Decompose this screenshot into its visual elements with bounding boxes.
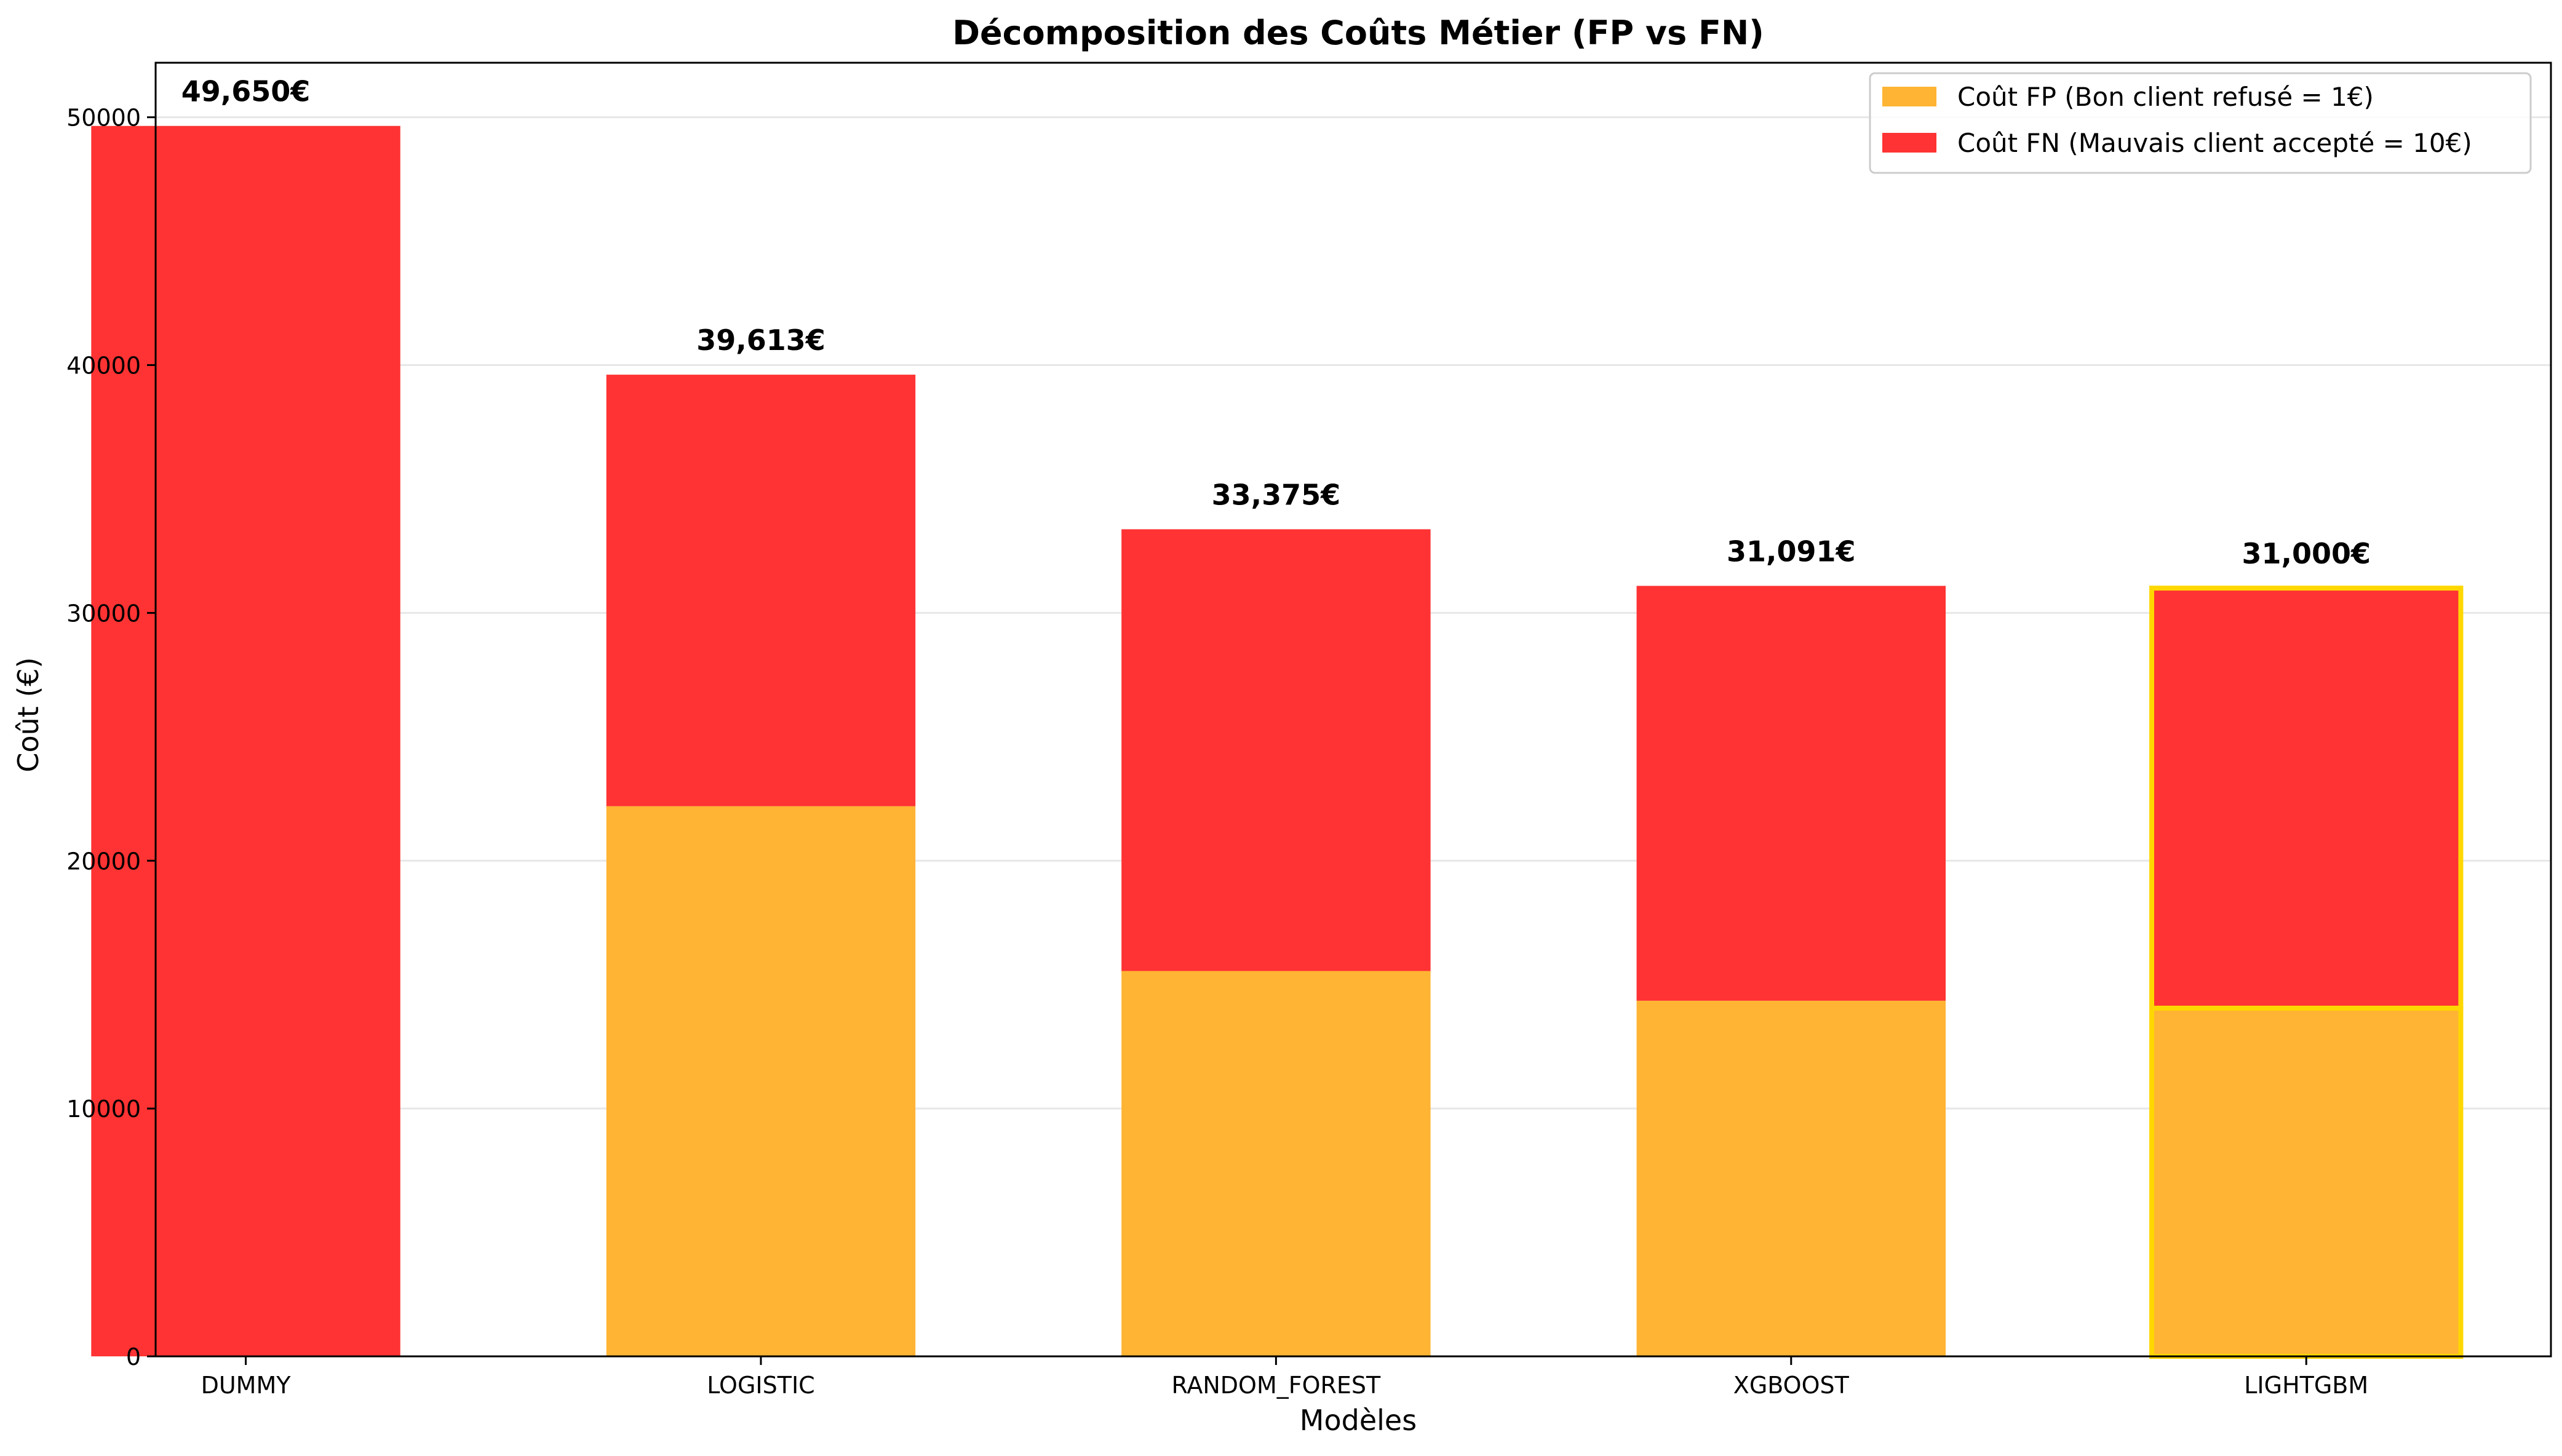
- y-tick-label: 50000: [66, 105, 141, 132]
- bar-logistic-fp: [606, 806, 916, 1356]
- bar-xgboost-fp: [1636, 1000, 1946, 1356]
- chart-title: Décomposition des Coûts Métier (FP vs FN…: [952, 14, 1764, 52]
- bar-lightgbm-fn: [2152, 588, 2461, 1008]
- total-label: 31,000€: [2242, 537, 2371, 570]
- x-tick-label: RANDOM_FOREST: [1172, 1372, 1382, 1399]
- legend-label-fn: Coût FN (Mauvais client accepté = 10€): [1957, 128, 2472, 158]
- legend: Coût FP (Bon client refusé = 1€) Coût FN…: [1869, 72, 2532, 174]
- bar-random_forest-fp: [1121, 971, 1431, 1356]
- y-axis-label: Coût (€): [12, 657, 45, 772]
- y-tick-label: 10000: [66, 1096, 141, 1123]
- legend-frame: [1869, 72, 2532, 174]
- highlight-outline-fn: [2149, 586, 2464, 1011]
- y-tick-label: 40000: [66, 352, 141, 380]
- x-tick-label: DUMMY: [201, 1372, 292, 1399]
- legend-swatch-fn: [1882, 133, 1936, 153]
- bar-dummy-fn: [91, 125, 400, 1356]
- y-tick-label: 20000: [66, 848, 141, 875]
- bar-xgboost-fn: [1636, 586, 1946, 1001]
- total-label: 39,613€: [696, 324, 825, 357]
- total-label: 33,375€: [1212, 478, 1341, 511]
- y-tick-label: 0: [126, 1343, 141, 1370]
- plot-frame: [154, 62, 2552, 1358]
- total-label: 49,650€: [181, 75, 311, 108]
- x-axis-label: Modèles: [1300, 1404, 1417, 1437]
- bar-lightgbm-fp: [2152, 1008, 2461, 1356]
- x-tick-label: LOGISTIC: [707, 1372, 814, 1399]
- total-label: 31,091€: [1727, 535, 1856, 568]
- legend-label-fp: Coût FP (Bon client refusé = 1€): [1957, 82, 2374, 112]
- legend-swatch-fp: [1882, 87, 1936, 106]
- bar-logistic-fn: [606, 375, 916, 806]
- bar-random_forest-fn: [1121, 529, 1431, 971]
- y-tick-label: 30000: [66, 600, 141, 627]
- x-tick-label: LIGHTGBM: [2244, 1372, 2368, 1399]
- x-tick-label: XGBOOST: [1733, 1372, 1850, 1399]
